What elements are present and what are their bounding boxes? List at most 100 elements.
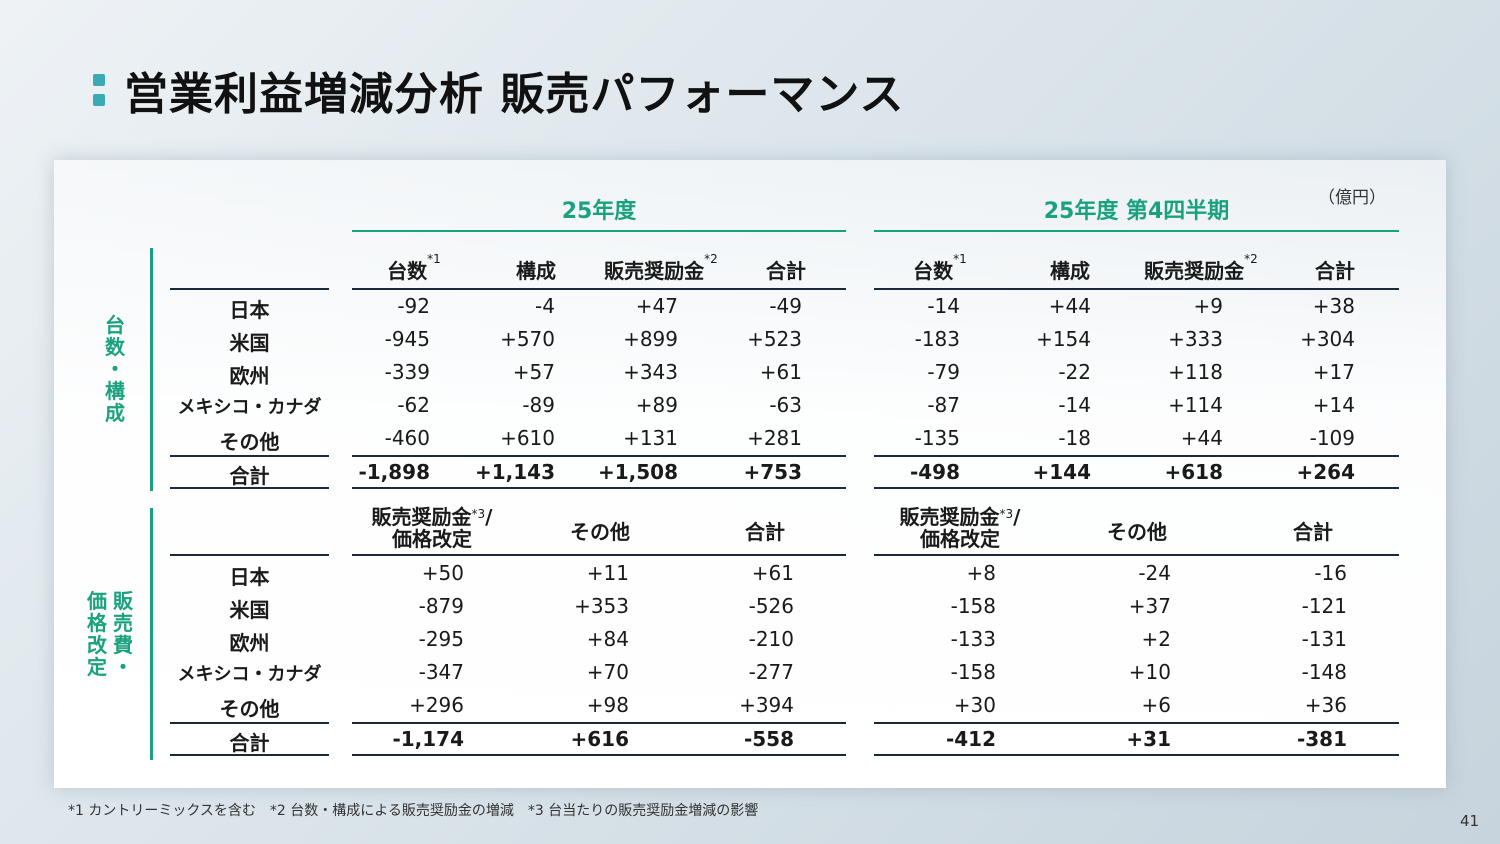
- rule-a-label: [170, 288, 329, 290]
- table-cell: +154: [1036, 327, 1091, 351]
- table-cell: -183: [914, 327, 960, 351]
- table-cell: +610: [500, 426, 555, 450]
- table-cell: +114: [1168, 393, 1223, 417]
- table-cell-total: -1,174: [392, 727, 464, 751]
- header-a-fy-incentive: 販売奨励金*2: [604, 252, 718, 283]
- table-cell: -945: [384, 327, 430, 351]
- table-cell: +44: [1048, 294, 1091, 318]
- header-a-fy-mix: 構成: [516, 259, 556, 283]
- rule-b-label: [170, 554, 329, 556]
- rule-b-bottom: [874, 754, 1399, 756]
- table-cell: +70: [586, 660, 629, 684]
- table-cell: -49: [769, 294, 802, 318]
- header-b-q4-incentive: 販売奨励金*3/ 価格改定: [899, 505, 1021, 551]
- row-label: その他: [219, 697, 280, 721]
- period-q4-underline: [874, 230, 1399, 232]
- header-a-q4-mix: 構成: [1050, 259, 1090, 283]
- table-cell: +38: [1312, 294, 1355, 318]
- table-cell: -18: [1058, 426, 1091, 450]
- table-panel: [54, 160, 1446, 788]
- table-cell: +57: [512, 360, 555, 384]
- header-b-fy-incentive: 販売奨励金*3/ 価格改定: [371, 505, 493, 551]
- rule-b-total-top: [874, 722, 1399, 724]
- unit-label: （億円）: [1318, 188, 1386, 208]
- row-label: 日本: [229, 298, 270, 322]
- table-cell: +353: [574, 594, 629, 618]
- table-cell: +523: [747, 327, 802, 351]
- row-label: 日本: [229, 565, 270, 589]
- row-label: 欧州: [229, 631, 270, 655]
- table-cell: -79: [927, 360, 960, 384]
- table-cell: +50: [421, 561, 464, 585]
- table-cell: +37: [1128, 594, 1171, 618]
- row-label: 米国: [229, 598, 270, 622]
- table-cell: -277: [748, 660, 794, 684]
- section-b-label-col1: 販 売 費 ・: [113, 589, 133, 679]
- table-cell: -4: [535, 294, 555, 318]
- row-label: その他: [219, 430, 280, 454]
- table-cell-total: +31: [1126, 727, 1171, 751]
- table-cell: -89: [522, 393, 555, 417]
- table-cell: +47: [635, 294, 678, 318]
- table-cell: -22: [1058, 360, 1091, 384]
- table-cell: +61: [759, 360, 802, 384]
- section-b-label-col2: 価 格 改 定: [87, 589, 107, 679]
- rule-b-total-top: [170, 722, 329, 724]
- rule-b-fy: [352, 554, 846, 556]
- table-cell: +84: [586, 627, 629, 651]
- rule-a-total-top: [170, 455, 329, 457]
- section-a-bar: [150, 248, 153, 491]
- table-cell: +343: [623, 360, 678, 384]
- table-cell: +10: [1128, 660, 1171, 684]
- table-cell: -347: [418, 660, 464, 684]
- header-b-q4-other: その他: [1107, 520, 1167, 544]
- table-cell: +296: [409, 693, 464, 717]
- header-a-fy-units: 台数*1: [387, 252, 441, 283]
- header-b-fy-other: その他: [570, 520, 630, 544]
- table-cell-total: -1,898: [358, 460, 430, 484]
- table-cell: +9: [1193, 294, 1223, 318]
- table-cell: +61: [751, 561, 794, 585]
- table-cell: +14: [1312, 393, 1355, 417]
- table-cell: -92: [397, 294, 430, 318]
- table-cell: -14: [1058, 393, 1091, 417]
- table-cell: -158: [950, 594, 996, 618]
- rule-a-fy: [352, 288, 846, 290]
- table-cell: -295: [418, 627, 464, 651]
- table-cell-total: -498: [909, 460, 960, 484]
- table-cell: +11: [586, 561, 629, 585]
- table-cell: +570: [500, 327, 555, 351]
- section-b-bar: [150, 508, 153, 760]
- header-b-fy-total: 合計: [745, 520, 785, 544]
- rule-a-q4: [874, 288, 1399, 290]
- row-label: メキシコ・カナダ: [177, 397, 322, 418]
- table-cell: -109: [1309, 426, 1355, 450]
- table-cell-total: -412: [945, 727, 996, 751]
- table-cell: +899: [623, 327, 678, 351]
- row-label-total: 合計: [229, 731, 270, 755]
- period-q4-header: 25年度 第4四半期: [1043, 199, 1230, 224]
- row-label-total: 合計: [229, 464, 270, 488]
- rule-a-bottom: [874, 487, 1399, 489]
- table-cell: -879: [418, 594, 464, 618]
- table-cell: -158: [950, 660, 996, 684]
- table-cell: -16: [1314, 561, 1347, 585]
- table-cell: -133: [950, 627, 996, 651]
- table-cell-total: -381: [1296, 727, 1347, 751]
- table-cell: +281: [747, 426, 802, 450]
- table-cell: -62: [397, 393, 430, 417]
- table-cell: +98: [586, 693, 629, 717]
- rule-b-total-top: [352, 722, 846, 724]
- table-cell: -14: [927, 294, 960, 318]
- table-cell: +2: [1141, 627, 1171, 651]
- table-cell: +17: [1312, 360, 1355, 384]
- title-marker: [93, 74, 105, 106]
- table-cell-total: +753: [743, 460, 802, 484]
- header-b-q4-total: 合計: [1293, 520, 1333, 544]
- header-a-q4-total: 合計: [1315, 259, 1355, 283]
- header-a-q4-units: 台数*1: [913, 252, 967, 283]
- table-cell: +30: [953, 693, 996, 717]
- table-cell-total: -558: [743, 727, 794, 751]
- table-cell: -339: [384, 360, 430, 384]
- footnote: *1 カントリーミックスを含む *2 台数・構成による販売奨励金の増減 *3 台…: [68, 803, 759, 819]
